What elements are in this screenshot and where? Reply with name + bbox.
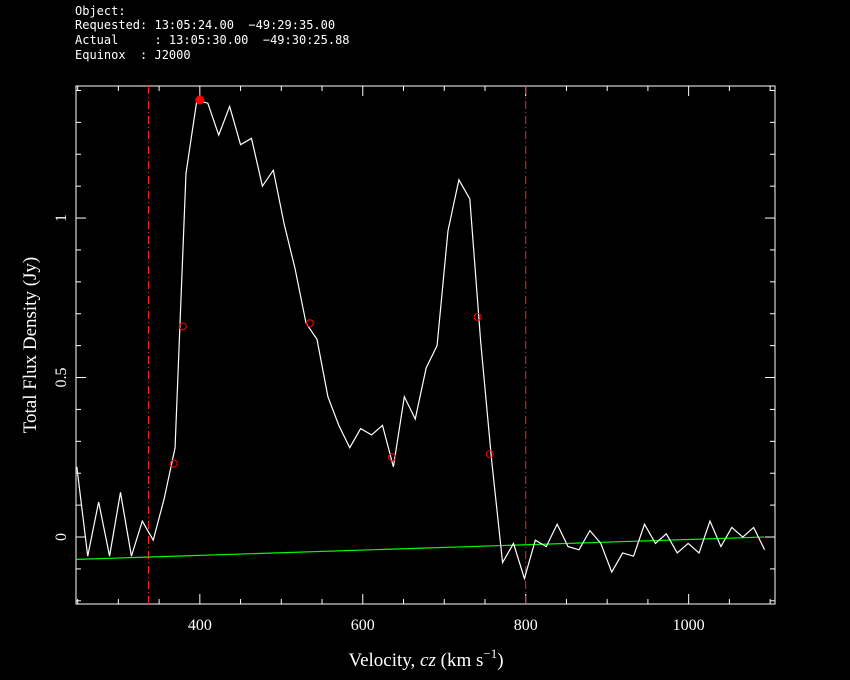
header-line: Equinox : J2000	[75, 48, 191, 62]
width-point	[169, 459, 178, 468]
header-line: Object:	[75, 4, 126, 18]
y-axis-label: Total Flux Density (Jy)	[20, 257, 41, 434]
width-point	[473, 312, 482, 321]
x-label-part: )	[497, 650, 503, 671]
width-point	[305, 319, 314, 328]
spectrum-line	[76, 99, 766, 581]
header-line: Actual : 13:05:30.00 −49:30:25.88	[75, 33, 350, 47]
peak-point	[195, 95, 205, 105]
x-tick-label: 400	[188, 617, 212, 634]
header-line: Requested: 13:05:24.00 −49:29:35.00	[75, 18, 335, 32]
y-tick-label: 1	[53, 214, 70, 222]
x-label-part: cz	[420, 650, 436, 671]
plot-frame	[75, 85, 776, 605]
x-tick-label: 800	[514, 617, 538, 634]
x-label-part: −1	[483, 646, 497, 661]
x-axis-label: Velocity, cz (km s−1)	[348, 646, 503, 671]
width-point	[178, 322, 187, 331]
width-point	[388, 453, 397, 462]
width-point	[485, 450, 494, 459]
y-tick-label: 0	[53, 533, 70, 541]
baseline-fit	[76, 536, 765, 560]
y-tick-label: 0.5	[53, 368, 70, 388]
x-label-part: Velocity,	[348, 650, 420, 671]
x-tick-label: 600	[351, 617, 375, 634]
x-tick-label: 1000	[673, 617, 705, 634]
x-label-part: (km s	[436, 650, 484, 671]
